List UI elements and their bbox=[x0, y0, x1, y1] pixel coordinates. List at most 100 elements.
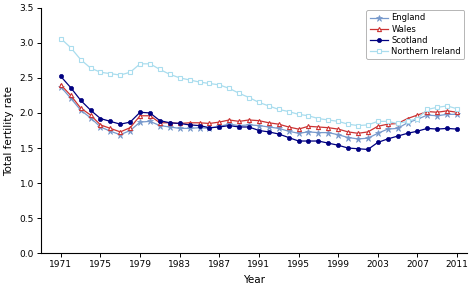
England bbox=[345, 136, 351, 139]
Northern Ireland bbox=[147, 62, 153, 66]
Wales bbox=[128, 126, 133, 129]
Scotland bbox=[128, 120, 133, 124]
Wales bbox=[177, 122, 182, 125]
Wales bbox=[98, 123, 103, 127]
Scotland bbox=[207, 126, 212, 129]
Wales bbox=[88, 113, 93, 117]
England bbox=[88, 116, 93, 120]
Northern Ireland bbox=[454, 107, 460, 110]
Wales bbox=[68, 94, 73, 97]
England bbox=[78, 108, 83, 112]
Northern Ireland bbox=[425, 108, 430, 111]
Northern Ireland bbox=[335, 120, 341, 123]
England bbox=[197, 126, 202, 129]
England bbox=[365, 136, 371, 140]
England bbox=[385, 127, 391, 131]
Wales bbox=[217, 120, 222, 124]
Northern Ireland bbox=[434, 105, 440, 109]
Line: Wales: Wales bbox=[59, 83, 459, 135]
Scotland bbox=[405, 131, 410, 135]
Scotland bbox=[385, 137, 391, 141]
Wales bbox=[237, 120, 242, 123]
Scotland bbox=[425, 127, 430, 130]
Scotland bbox=[177, 122, 182, 125]
England bbox=[434, 114, 440, 118]
Scotland bbox=[375, 141, 381, 144]
Scotland bbox=[326, 141, 331, 145]
Wales bbox=[326, 126, 331, 129]
Northern Ireland bbox=[227, 87, 232, 90]
Northern Ireland bbox=[444, 104, 450, 108]
Wales bbox=[246, 118, 252, 122]
Northern Ireland bbox=[296, 113, 301, 116]
Wales bbox=[286, 125, 292, 129]
Scotland bbox=[147, 111, 153, 115]
England bbox=[167, 125, 173, 129]
Northern Ireland bbox=[108, 72, 113, 75]
England bbox=[375, 131, 381, 135]
Wales bbox=[118, 130, 123, 134]
England bbox=[217, 125, 222, 128]
Northern Ireland bbox=[68, 46, 73, 49]
Wales bbox=[306, 125, 311, 128]
Scotland bbox=[296, 139, 301, 143]
Northern Ireland bbox=[306, 114, 311, 118]
Scotland bbox=[286, 136, 292, 139]
Wales bbox=[385, 123, 391, 126]
Wales bbox=[137, 114, 143, 118]
Wales bbox=[157, 121, 163, 125]
Scotland bbox=[167, 121, 173, 125]
England bbox=[137, 120, 143, 124]
Wales bbox=[266, 121, 272, 125]
England bbox=[296, 131, 301, 135]
England bbox=[454, 113, 460, 116]
Northern Ireland bbox=[98, 71, 103, 74]
Northern Ireland bbox=[58, 37, 64, 40]
Northern Ireland bbox=[316, 117, 321, 120]
Wales bbox=[415, 113, 420, 117]
Scotland bbox=[306, 139, 311, 143]
England bbox=[286, 129, 292, 133]
Northern Ireland bbox=[256, 101, 262, 104]
Northern Ireland bbox=[375, 120, 381, 123]
England bbox=[256, 124, 262, 127]
England bbox=[128, 129, 133, 132]
Wales bbox=[345, 130, 351, 134]
England bbox=[335, 133, 341, 136]
England bbox=[147, 120, 153, 123]
England bbox=[108, 129, 113, 133]
Scotland bbox=[118, 123, 123, 126]
Northern Ireland bbox=[276, 108, 282, 111]
Wales bbox=[197, 121, 202, 125]
X-axis label: Year: Year bbox=[243, 275, 265, 285]
Northern Ireland bbox=[157, 68, 163, 71]
England bbox=[227, 123, 232, 126]
Northern Ireland bbox=[237, 92, 242, 95]
Wales bbox=[365, 130, 371, 134]
Wales bbox=[425, 110, 430, 113]
Scotland bbox=[58, 75, 64, 78]
Scotland bbox=[187, 123, 192, 127]
Northern Ireland bbox=[365, 123, 371, 127]
Wales bbox=[434, 110, 440, 114]
Scotland bbox=[454, 127, 460, 131]
Scotland bbox=[355, 147, 361, 151]
Wales bbox=[405, 117, 410, 120]
Northern Ireland bbox=[405, 120, 410, 123]
England bbox=[415, 118, 420, 121]
Scotland bbox=[98, 117, 103, 120]
England bbox=[326, 131, 331, 134]
Northern Ireland bbox=[197, 80, 202, 84]
Wales bbox=[78, 106, 83, 110]
Scotland bbox=[434, 127, 440, 131]
Wales bbox=[355, 131, 361, 135]
England bbox=[266, 125, 272, 129]
Wales bbox=[147, 114, 153, 118]
England bbox=[316, 131, 321, 134]
Northern Ireland bbox=[355, 124, 361, 127]
Northern Ireland bbox=[217, 83, 222, 87]
Scotland bbox=[68, 86, 73, 89]
Wales bbox=[227, 118, 232, 122]
England bbox=[355, 137, 361, 141]
Northern Ireland bbox=[128, 71, 133, 74]
